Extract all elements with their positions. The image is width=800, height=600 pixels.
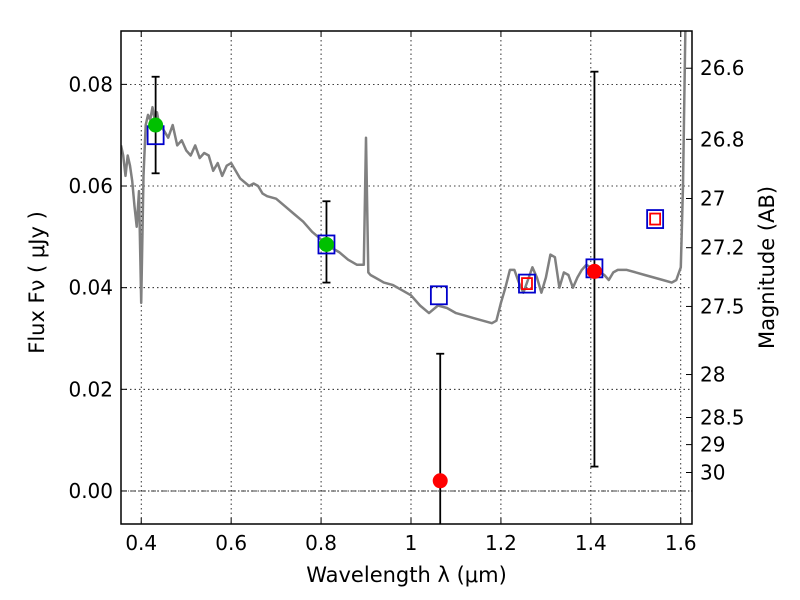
mag-tick-label: 27.5 — [700, 294, 745, 318]
mag-tick-label: 26.6 — [700, 56, 745, 80]
mag-tick-label: 30 — [700, 461, 725, 485]
y-axis-label: Flux Fν ( μJy ) — [25, 211, 49, 354]
detection-point — [318, 236, 334, 252]
mag-tick-label: 27 — [700, 186, 725, 210]
data-points — [146, 117, 665, 489]
grid-lines — [121, 31, 692, 524]
x-tick-label: 1.4 — [575, 531, 607, 555]
model-point — [518, 273, 536, 294]
x-axis-label: Wavelength λ (μm) — [306, 563, 507, 587]
mag-tick-label: 28.5 — [700, 405, 745, 429]
y-tick-label: 0.00 — [68, 479, 113, 503]
upper-limit-point — [521, 277, 533, 290]
model-point — [646, 209, 665, 229]
plot-frame — [120, 30, 693, 525]
x-tick-label: 0.6 — [215, 531, 247, 555]
mag-tick-label: 27.2 — [700, 236, 745, 260]
x-tick-label: 1 — [405, 531, 418, 555]
x-tick-label: 0.8 — [305, 531, 337, 555]
non-detection-point — [586, 263, 602, 279]
y-tick-label: 0.02 — [68, 377, 113, 401]
detection-point — [148, 117, 164, 133]
axis-ticks: 0.4 0.6 0.8 1 1.2 1.4 1.6 0.00 0.02 0.04 0.06 0.08 2… — [68, 31, 745, 555]
model-point — [429, 285, 448, 306]
y-tick-label: 0.04 — [68, 276, 113, 300]
x-tick-label: 1.2 — [485, 531, 517, 555]
mag-tick-label: 26.8 — [700, 127, 745, 151]
upper-limit-point — [649, 212, 662, 226]
mag-tick-label: 28 — [700, 363, 725, 387]
non-detection-point — [432, 473, 448, 489]
y-tick-label: 0.06 — [68, 174, 113, 198]
x-tick-label: 1.6 — [665, 531, 697, 555]
right-axis-label: Magnitude (AB) — [755, 186, 779, 349]
x-tick-label: 0.4 — [125, 531, 157, 555]
mag-tick-label: 29 — [700, 433, 725, 457]
error-bars — [151, 70, 599, 524]
model-point — [317, 234, 336, 255]
y-tick-label: 0.08 — [68, 72, 113, 96]
